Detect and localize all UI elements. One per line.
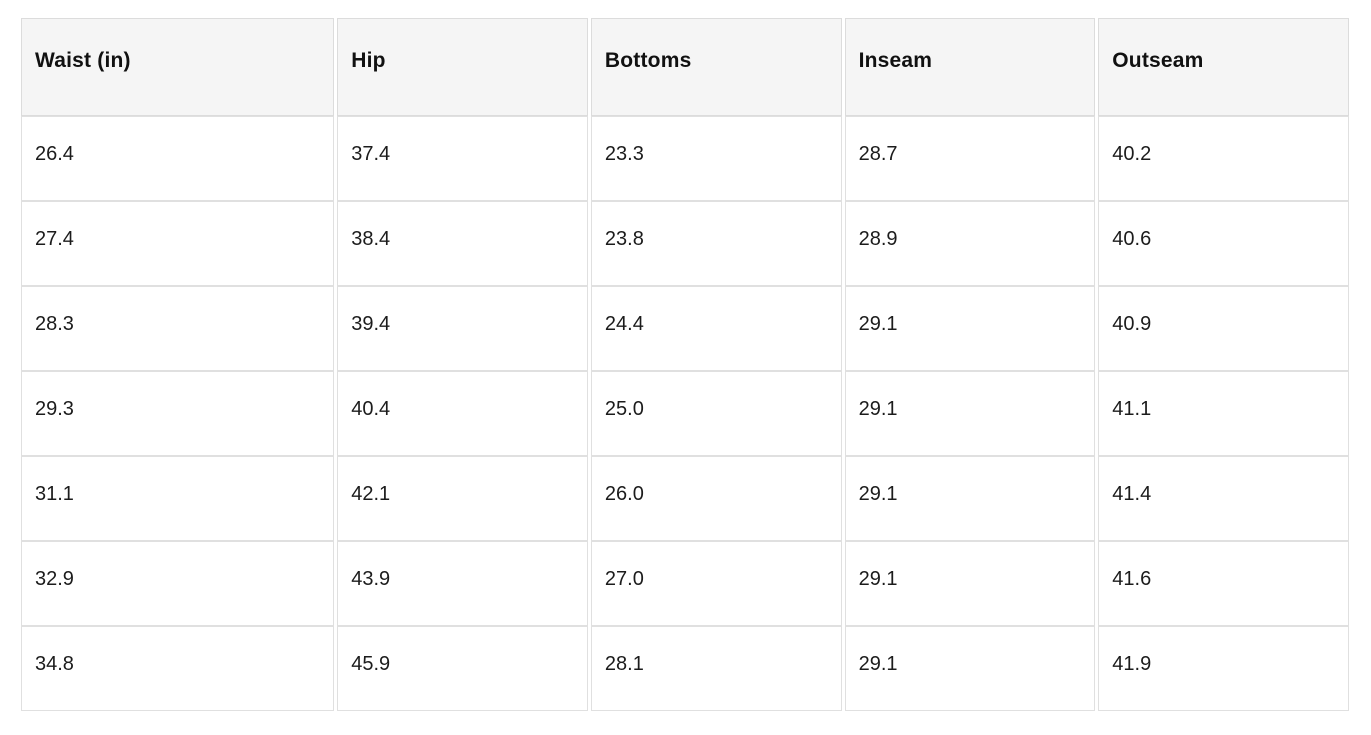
table-cell: 42.1: [337, 456, 588, 541]
table-header-row: Waist (in) Hip Bottoms Inseam Outseam: [21, 18, 1349, 116]
table-row: 32.9 43.9 27.0 29.1 41.6: [21, 541, 1349, 626]
table-row: 26.4 37.4 23.3 28.7 40.2: [21, 116, 1349, 201]
table-cell: 43.9: [337, 541, 588, 626]
table-cell: 28.9: [844, 201, 1096, 286]
table-cell: 39.4: [337, 286, 588, 371]
table-cell: 23.8: [590, 201, 842, 286]
table-cell: 38.4: [337, 201, 588, 286]
table-cell: 40.6: [1098, 201, 1349, 286]
column-header-inseam: Inseam: [844, 18, 1096, 116]
table-cell: 34.8: [21, 626, 335, 711]
table-cell: 26.4: [21, 116, 335, 201]
column-header-outseam: Outseam: [1098, 18, 1349, 116]
table-cell: 29.1: [844, 541, 1096, 626]
table-cell: 27.0: [590, 541, 842, 626]
table-cell: 29.3: [21, 371, 335, 456]
table-row: 28.3 39.4 24.4 29.1 40.9: [21, 286, 1349, 371]
table-cell: 29.1: [844, 286, 1096, 371]
table-cell: 45.9: [337, 626, 588, 711]
table-cell: 29.1: [844, 626, 1096, 711]
table-cell: 24.4: [590, 286, 842, 371]
table-cell: 27.4: [21, 201, 335, 286]
table-cell: 28.7: [844, 116, 1096, 201]
table-cell: 28.1: [590, 626, 842, 711]
column-header-hip: Hip: [337, 18, 588, 116]
table-cell: 41.4: [1098, 456, 1349, 541]
table-cell: 41.9: [1098, 626, 1349, 711]
table-body: 26.4 37.4 23.3 28.7 40.2 27.4 38.4 23.8 28.9 40.6…: [21, 116, 1349, 711]
table-row: 34.8 45.9 28.1 29.1 41.9: [21, 626, 1349, 711]
table-cell: 40.2: [1098, 116, 1349, 201]
table-row: 29.3 40.4 25.0 29.1 41.1: [21, 371, 1349, 456]
table-cell: 29.1: [844, 371, 1096, 456]
table-row: 31.1 42.1 26.0 29.1 41.4: [21, 456, 1349, 541]
table-cell: 41.1: [1098, 371, 1349, 456]
table-cell: 40.9: [1098, 286, 1349, 371]
size-chart-table: Waist (in) Hip Bottoms Inseam Outseam 26…: [18, 18, 1352, 711]
table-cell: 26.0: [590, 456, 842, 541]
table-cell: 37.4: [337, 116, 588, 201]
column-header-waist: Waist (in): [21, 18, 335, 116]
table-cell: 25.0: [590, 371, 842, 456]
table-cell: 31.1: [21, 456, 335, 541]
table-cell: 41.6: [1098, 541, 1349, 626]
table-cell: 23.3: [590, 116, 842, 201]
table-cell: 29.1: [844, 456, 1096, 541]
table-cell: 32.9: [21, 541, 335, 626]
table-row: 27.4 38.4 23.8 28.9 40.6: [21, 201, 1349, 286]
column-header-bottoms: Bottoms: [590, 18, 842, 116]
table-cell: 40.4: [337, 371, 588, 456]
table-cell: 28.3: [21, 286, 335, 371]
